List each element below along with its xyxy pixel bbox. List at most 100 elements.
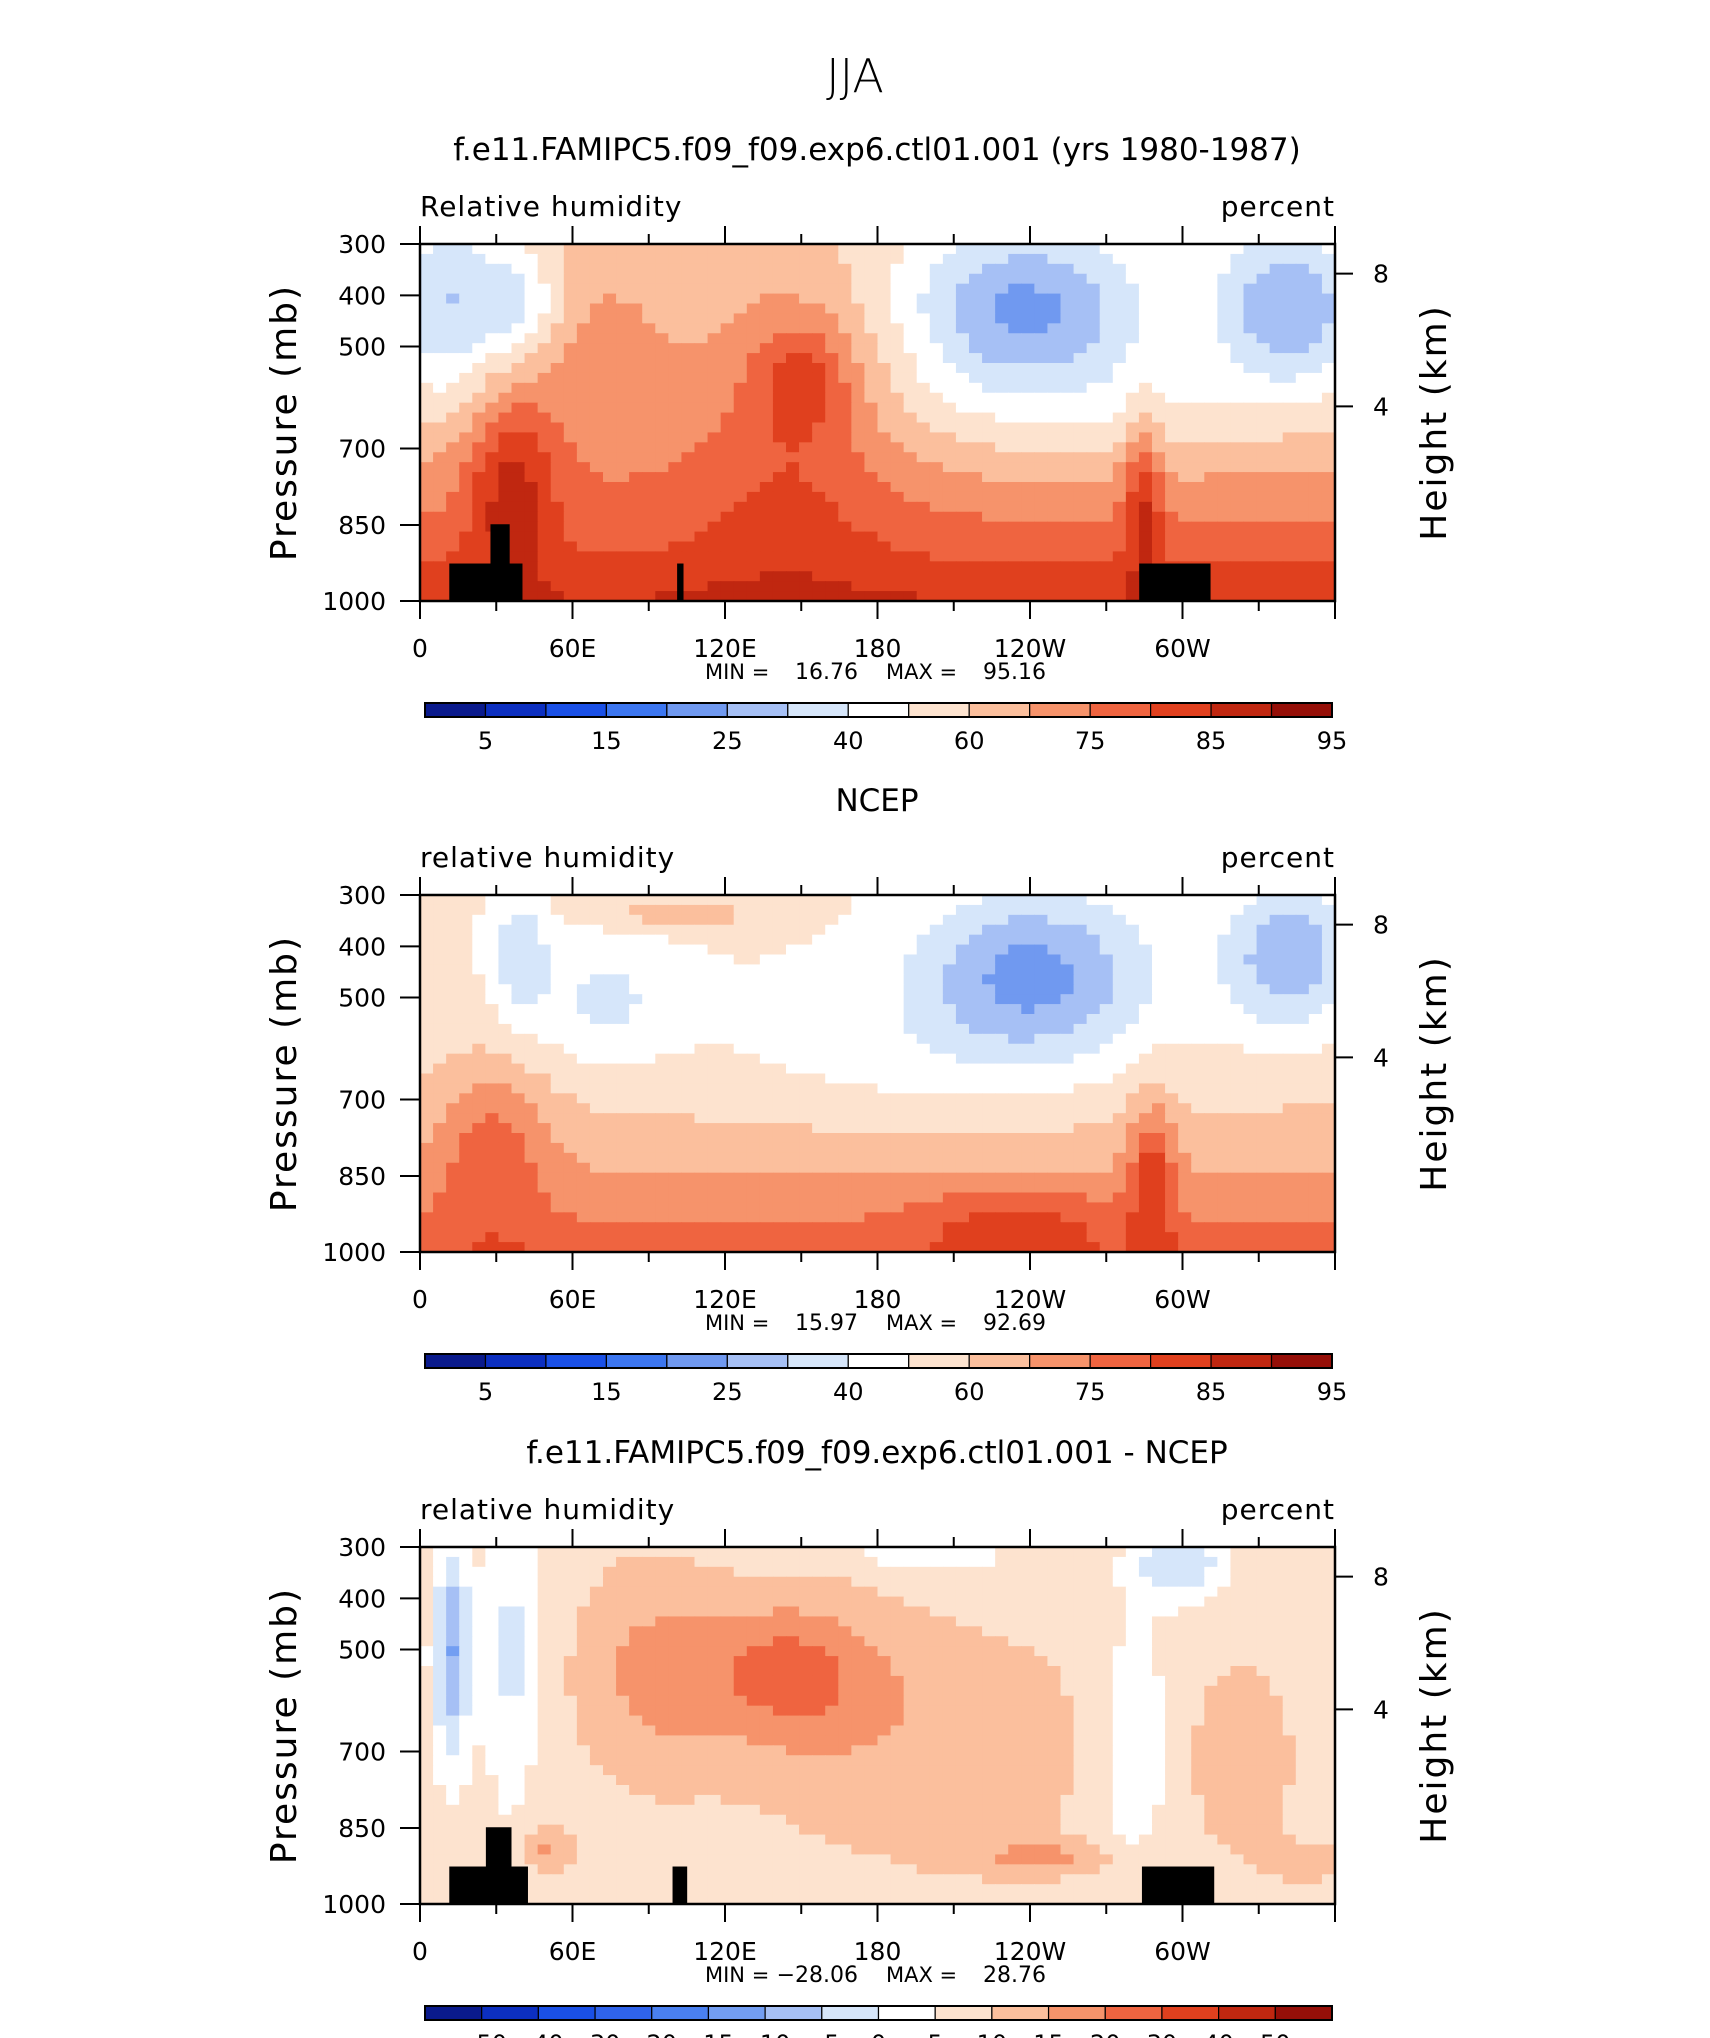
field-cell (1152, 392, 1166, 404)
field-cell (1282, 551, 1297, 562)
field-cell (1282, 1083, 1297, 1094)
field-cell (890, 964, 905, 975)
field-cell (707, 1073, 722, 1085)
field-cell (1308, 382, 1323, 394)
field-cell (603, 994, 617, 1005)
field-cell (472, 363, 486, 374)
field-cell (603, 1093, 617, 1104)
field-cell (877, 263, 892, 275)
field-cell (851, 1142, 866, 1154)
field-cell (982, 984, 996, 995)
field-cell (655, 422, 669, 434)
field-cell (1269, 561, 1284, 572)
field-cell (576, 283, 591, 295)
field-cell (1256, 1202, 1271, 1213)
field-cell (446, 1093, 460, 1104)
field-cell (472, 895, 486, 906)
field-cell (446, 482, 460, 493)
field-cell (955, 904, 970, 916)
field-cell (1165, 501, 1179, 513)
field-cell (1047, 333, 1062, 344)
field-cell (1034, 482, 1049, 493)
field-cell (903, 313, 918, 324)
field-cell (1243, 934, 1258, 946)
field-cell (916, 1123, 931, 1134)
field-cell (1308, 273, 1323, 285)
field-cell (772, 472, 787, 483)
field-cell (472, 994, 486, 1005)
field-cell (616, 1083, 630, 1094)
field-cell (969, 1093, 983, 1104)
field-cell (916, 1073, 931, 1085)
field-cell (838, 333, 852, 344)
field-cell (524, 1123, 539, 1134)
field-cell (1256, 363, 1271, 374)
field-cell (668, 452, 683, 463)
field-cell (1178, 1073, 1192, 1085)
field-cell (1008, 501, 1022, 513)
field-cell (877, 1113, 892, 1124)
field-cell (1217, 954, 1232, 966)
field-cell (1099, 1152, 1114, 1164)
field-cell (812, 263, 826, 275)
field-cell (942, 581, 957, 592)
field-cell (563, 1023, 578, 1035)
field-cell (433, 984, 447, 995)
field-cell (799, 442, 813, 453)
field-cell (1269, 392, 1284, 404)
field-cell (955, 1004, 970, 1015)
field-cell (550, 1133, 565, 1144)
field-cell (942, 392, 957, 404)
field-cell (550, 1152, 565, 1164)
field-cell (825, 1212, 839, 1223)
field-cell (576, 511, 591, 523)
field-cell (759, 914, 774, 926)
field-cell (982, 1133, 996, 1144)
field-cell (433, 382, 447, 394)
field-cell (1204, 491, 1218, 503)
field-cell (1047, 591, 1062, 602)
field-cell (1125, 353, 1140, 364)
min-label: MIN = (705, 660, 769, 684)
field-cell (1099, 1113, 1114, 1124)
field-cell (942, 531, 957, 543)
field-cell (995, 491, 1009, 503)
field-cell (1008, 591, 1022, 602)
field-cell (1191, 511, 1205, 523)
field-cell (616, 924, 630, 936)
field-cell (1112, 1073, 1127, 1085)
field-cell (694, 1192, 709, 1204)
field-cell (786, 1014, 800, 1025)
field-cell (982, 244, 996, 255)
field-cell (1295, 1083, 1310, 1094)
field-cell (772, 561, 787, 572)
field-cell (485, 1202, 500, 1213)
field-cell (1034, 402, 1049, 414)
field-cell (1308, 333, 1323, 344)
field-cell (433, 1162, 447, 1174)
field-cell (955, 382, 970, 394)
field-cell (1008, 1123, 1022, 1134)
field-cell (786, 1043, 800, 1055)
field-cell (1060, 1023, 1075, 1035)
field-cell (472, 333, 486, 344)
field-cell (746, 323, 761, 334)
field-cell (720, 1133, 735, 1144)
field-cell (903, 541, 918, 553)
field-cell (812, 244, 826, 255)
field-cell (1008, 392, 1022, 404)
field-cell (969, 273, 983, 285)
field-cell (851, 511, 866, 523)
field-cell (851, 1083, 866, 1094)
field-cell (890, 904, 905, 916)
field-cell (877, 1014, 892, 1025)
field-cell (485, 1182, 500, 1194)
field-cell (929, 571, 944, 582)
field-cell (1086, 924, 1101, 936)
field-cell (1269, 333, 1284, 344)
field-cell (825, 964, 839, 975)
field-cell (1256, 521, 1271, 533)
field-cell (1112, 511, 1127, 523)
field-cell (1243, 1093, 1258, 1104)
field-cell (1191, 1142, 1205, 1154)
